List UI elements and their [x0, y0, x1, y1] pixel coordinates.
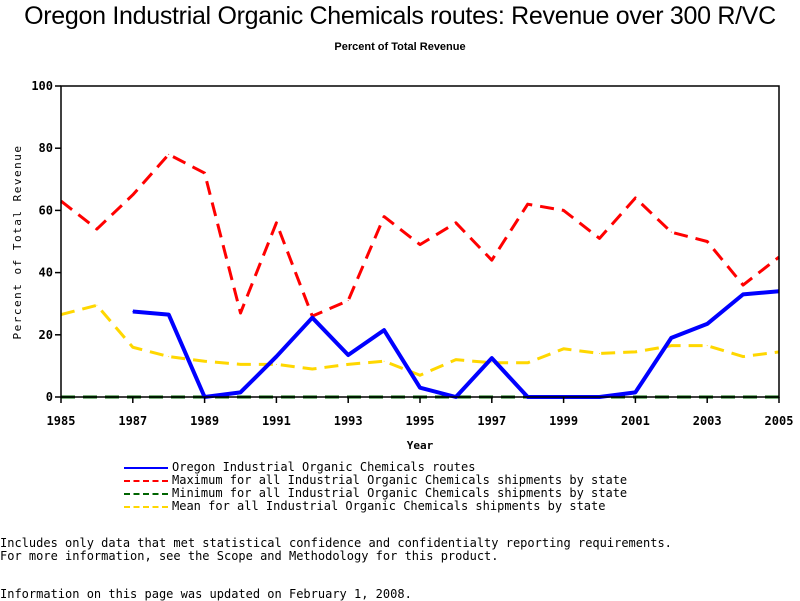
y-tick-label: 60 — [39, 203, 53, 217]
data-point — [204, 172, 206, 174]
x-axis-label: Year — [407, 439, 434, 452]
data-point — [670, 337, 672, 339]
data-point — [347, 300, 349, 302]
y-tick-label: 40 — [39, 266, 53, 280]
x-tick-label: 1999 — [549, 414, 578, 428]
data-point — [455, 359, 457, 361]
data-point — [634, 197, 636, 199]
x-tick-label: 1993 — [334, 414, 363, 428]
data-point — [311, 317, 313, 319]
y-tick-label: 100 — [31, 79, 53, 93]
y-tick-label: 80 — [39, 141, 53, 155]
x-tick-label: 1989 — [190, 414, 219, 428]
x-tick-label: 1987 — [118, 414, 147, 428]
legend-label: Oregon Industrial Organic Chemicals rout… — [172, 460, 476, 474]
x-axis: 1985 1987 1989 1991 1993 1995 1997 1999 2001 2003… — [47, 397, 794, 428]
data-point — [204, 360, 206, 362]
legend-item-minimum: Minimum for all Industrial Organic Chemi… — [124, 487, 627, 500]
legend-swatch-dashed-green — [124, 492, 168, 495]
footnote-updated: Information on this page was updated on … — [0, 587, 412, 601]
legend-swatch-dashed-red — [124, 479, 168, 482]
data-point — [527, 203, 529, 205]
data-point — [96, 304, 98, 306]
y-axis-label: Percent of Total Revenue — [11, 145, 24, 340]
footnote-methodology: For more information, see the Scope and … — [0, 549, 499, 563]
data-point — [240, 312, 241, 314]
chart-subtitle: Percent of Total Revenue — [334, 41, 466, 53]
data-point — [491, 259, 493, 261]
data-point — [419, 244, 421, 246]
series-lines — [60, 152, 780, 399]
y-tick-label: 0 — [46, 390, 53, 404]
x-tick-label: 1995 — [406, 414, 435, 428]
data-point — [96, 228, 98, 230]
legend-label: Maximum for all Industrial Organic Chemi… — [172, 473, 628, 487]
data-point — [670, 345, 672, 347]
data-point — [383, 216, 385, 218]
legend-item-mean: Mean for all Industrial Organic Chemical… — [124, 500, 627, 513]
data-point — [132, 194, 134, 196]
chart-title: Oregon Industrial Organic Chemicals rout… — [24, 2, 776, 30]
data-point — [347, 363, 349, 365]
data-point — [563, 209, 565, 211]
data-point — [634, 351, 636, 353]
x-tick-label: 2003 — [693, 414, 722, 428]
legend-swatch-dashed-yellow — [124, 505, 168, 508]
data-point — [742, 356, 744, 358]
legend-label: Mean for all Industrial Organic Chemical… — [172, 499, 606, 513]
legend-item-maximum: Maximum for all Industrial Organic Chemi… — [124, 474, 627, 487]
x-tick-label: 2005 — [765, 414, 794, 428]
data-point — [455, 222, 457, 224]
data-point — [132, 346, 134, 348]
plot-frame — [60, 85, 780, 398]
series-line-maximum — [60, 152, 780, 318]
y-axis: 0 20 40 60 80 100 — [31, 79, 61, 404]
legend-label: Minimum for all Industrial Organic Chemi… — [172, 486, 628, 500]
data-point — [742, 284, 744, 286]
data-point — [599, 352, 600, 354]
data-point — [347, 354, 349, 356]
series-line-oregon-routes — [132, 289, 780, 399]
data-point — [706, 345, 708, 347]
data-point — [132, 310, 134, 312]
data-point — [599, 237, 600, 239]
legend: Oregon Industrial Organic Chemicals rout… — [124, 461, 627, 513]
data-point — [419, 387, 421, 389]
data-point — [634, 391, 636, 393]
x-tick-label: 1985 — [47, 414, 76, 428]
data-point — [168, 356, 170, 358]
line-chart: 1985 1987 1989 1991 1993 1995 1997 1999 2001 2003… — [11, 79, 794, 452]
data-point — [383, 360, 385, 362]
footnote-confidence: Includes only data that met statistical … — [0, 536, 672, 550]
y-tick-label: 20 — [39, 328, 53, 342]
data-point — [275, 356, 277, 358]
data-point — [670, 231, 672, 233]
x-tick-label: 1997 — [477, 414, 506, 428]
x-tick-label: 2001 — [621, 414, 650, 428]
x-tick-label: 1991 — [262, 414, 291, 428]
data-point — [563, 348, 565, 350]
data-point — [275, 222, 277, 224]
legend-item-oregon-routes: Oregon Industrial Organic Chemicals rout… — [124, 461, 627, 474]
data-point — [168, 314, 170, 316]
legend-swatch-solid-blue — [124, 466, 168, 469]
data-point — [240, 391, 241, 393]
data-point — [168, 153, 170, 155]
data-point — [706, 323, 708, 325]
data-point — [491, 357, 493, 359]
data-point — [527, 362, 529, 364]
data-point — [706, 241, 708, 242]
data-point — [491, 362, 493, 364]
data-point — [419, 374, 421, 376]
data-point — [275, 363, 277, 365]
data-point — [742, 293, 744, 295]
data-point — [383, 329, 385, 331]
data-point — [240, 363, 241, 365]
data-point — [311, 368, 313, 370]
